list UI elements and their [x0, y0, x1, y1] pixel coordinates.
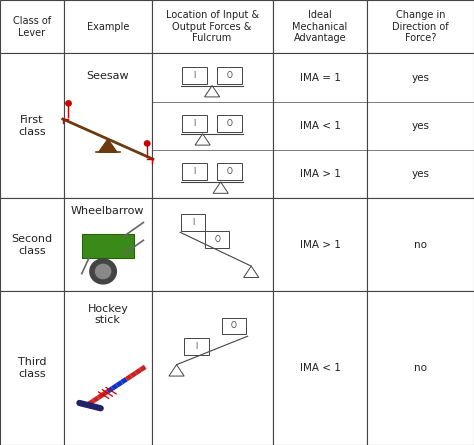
Text: Seesaw: Seesaw	[87, 71, 129, 81]
Text: I: I	[193, 71, 196, 80]
Bar	[0, 291, 64, 445]
Bar	[152, 198, 273, 291]
Text: Hockey
stick: Hockey stick	[87, 304, 128, 325]
Bar	[217, 163, 242, 180]
Bar	[0, 0, 64, 53]
Bar	[152, 291, 273, 445]
Text: IMA < 1: IMA < 1	[300, 363, 340, 373]
Circle shape	[95, 264, 110, 279]
Text: IMA > 1: IMA > 1	[300, 169, 340, 179]
Text: I: I	[195, 342, 198, 351]
Circle shape	[145, 141, 150, 146]
Text: I: I	[192, 218, 194, 227]
Text: IMA < 1: IMA < 1	[300, 121, 340, 131]
Text: I: I	[193, 119, 196, 128]
FancyBboxPatch shape	[82, 234, 134, 258]
Bar	[367, 291, 474, 445]
Text: O: O	[227, 119, 233, 128]
Text: Example: Example	[87, 22, 129, 32]
Bar	[64, 0, 152, 53]
Text: Class of
Lever: Class of Lever	[13, 16, 51, 37]
Text: Second
class: Second class	[11, 234, 53, 255]
Text: yes: yes	[412, 73, 429, 82]
Text: Location of Input &
Output Forces &
Fulcrum: Location of Input & Output Forces & Fulc…	[165, 10, 259, 43]
Circle shape	[66, 101, 71, 106]
Bar	[217, 115, 242, 132]
Bar	[184, 338, 209, 355]
Text: O: O	[231, 321, 237, 331]
Text: no: no	[414, 240, 427, 250]
Bar	[0, 198, 64, 291]
Bar	[273, 53, 367, 198]
Text: Third
class: Third class	[18, 357, 46, 379]
Bar	[64, 53, 152, 198]
Bar	[182, 115, 207, 132]
Bar	[181, 214, 205, 231]
Circle shape	[90, 259, 117, 284]
Text: I: I	[193, 167, 196, 176]
Bar	[367, 53, 474, 198]
Polygon shape	[169, 365, 184, 376]
Text: no: no	[414, 363, 427, 373]
Bar	[273, 291, 367, 445]
Polygon shape	[205, 85, 219, 97]
Bar	[152, 0, 273, 53]
Text: Ideal
Mechanical
Advantage: Ideal Mechanical Advantage	[292, 10, 347, 43]
Bar	[205, 231, 229, 248]
Polygon shape	[195, 134, 210, 145]
Bar	[64, 198, 152, 291]
Polygon shape	[213, 182, 228, 193]
Bar	[152, 53, 273, 198]
Bar	[217, 67, 242, 84]
Bar	[182, 163, 207, 180]
Bar	[273, 0, 367, 53]
Text: O: O	[214, 235, 220, 244]
Text: Wheelbarrow: Wheelbarrow	[71, 206, 145, 215]
Text: IMA = 1: IMA = 1	[300, 73, 340, 82]
Bar	[182, 67, 207, 84]
Text: IMA > 1: IMA > 1	[300, 240, 340, 250]
Text: Change in
Direction of
Force?: Change in Direction of Force?	[392, 10, 449, 43]
Bar	[367, 0, 474, 53]
Bar	[64, 291, 152, 445]
Text: O: O	[227, 167, 233, 176]
Polygon shape	[99, 139, 117, 152]
Bar	[273, 198, 367, 291]
Bar	[0, 53, 64, 198]
Polygon shape	[244, 266, 259, 278]
Bar	[367, 198, 474, 291]
Text: yes: yes	[412, 121, 429, 131]
Bar	[221, 318, 246, 335]
Text: yes: yes	[412, 169, 429, 179]
Text: First
class: First class	[18, 115, 46, 137]
Text: O: O	[227, 71, 233, 80]
